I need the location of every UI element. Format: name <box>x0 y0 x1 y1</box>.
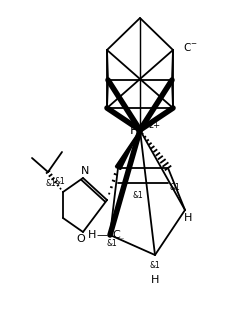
Text: &1: &1 <box>133 191 143 199</box>
Text: Fe: Fe <box>130 123 144 137</box>
Text: N: N <box>81 166 89 176</box>
Text: H: H <box>151 275 159 285</box>
Text: &1: &1 <box>46 179 56 188</box>
Text: O: O <box>77 234 85 244</box>
Text: &1: &1 <box>150 261 160 270</box>
Text: —: — <box>96 230 108 240</box>
Text: 2+: 2+ <box>148 120 160 129</box>
Text: &1: &1 <box>55 178 65 187</box>
Text: &1: &1 <box>107 239 117 248</box>
Text: ⁻: ⁻ <box>119 235 123 244</box>
Text: C: C <box>112 230 120 240</box>
Text: &1: &1 <box>170 183 180 193</box>
Text: H: H <box>88 230 96 240</box>
Polygon shape <box>115 130 140 169</box>
Text: H: H <box>184 213 192 223</box>
Text: C$^{-}$: C$^{-}$ <box>183 41 198 53</box>
